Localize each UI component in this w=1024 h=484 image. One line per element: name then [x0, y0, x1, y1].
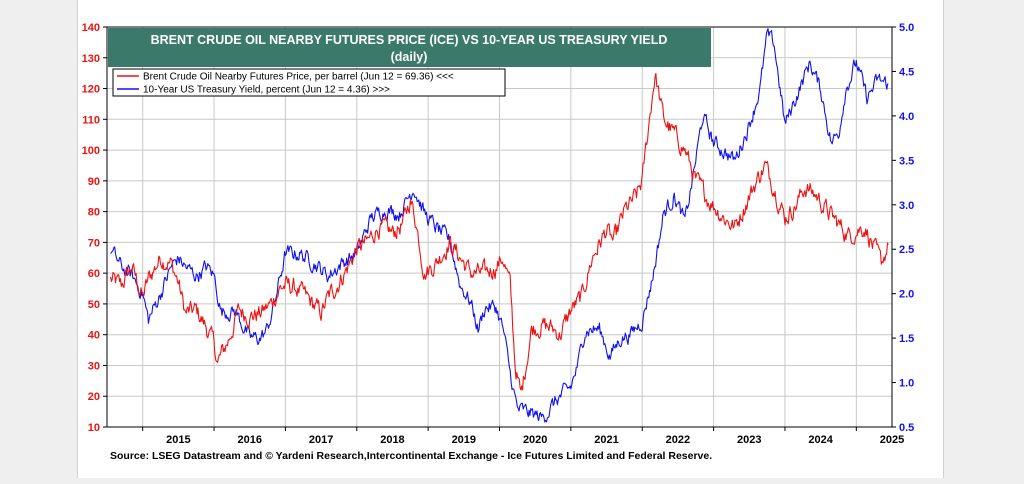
legend-label-yield: 10-Year US Treasury Yield, percent (Jun … — [143, 85, 390, 96]
right-tick-label: 2.0 — [899, 289, 914, 301]
left-tick-label: 20 — [88, 391, 100, 403]
x-tick-label: 2021 — [594, 434, 618, 446]
chart-title: BRENT CRUDE OIL NEARBY FUTURES PRICE (IC… — [151, 33, 668, 47]
x-tick-label: 2020 — [523, 434, 547, 446]
chart-subtitle: (daily) — [391, 50, 428, 64]
right-tick-label: 2.5 — [899, 244, 914, 256]
legend: Brent Crude Oil Nearby Futures Price, pe… — [112, 68, 506, 97]
right-tick-label: 4.0 — [899, 111, 914, 123]
x-tick-label: 2024 — [808, 434, 833, 446]
x-axis: 2015 2016 2017 2018 2019 2020 2021 2022 2023 2024… — [142, 427, 904, 446]
x-tick-label: 2025 — [880, 434, 904, 446]
left-tick-label: 80 — [88, 207, 100, 219]
x-tick-label: 2022 — [666, 434, 690, 446]
source-note: Source: LSEG Datastream and © Yardeni Re… — [110, 450, 713, 462]
treasury-yield-line — [110, 28, 889, 423]
right-axis: 0.5 1.0 1.5 2.0 2.5 3.0 3.5 4.0 4.5 5.0 — [892, 22, 914, 434]
left-tick-label: 50 — [88, 299, 100, 311]
oil-price-line — [110, 72, 889, 391]
left-tick-label: 100 — [82, 145, 100, 157]
left-tick-label: 70 — [88, 237, 100, 249]
right-tick-label: 4.5 — [899, 66, 914, 78]
x-tick-label: 2018 — [380, 434, 404, 446]
left-tick-label: 10 — [88, 422, 100, 434]
right-tick-label: 3.0 — [899, 200, 914, 212]
left-tick-label: 30 — [88, 360, 100, 372]
right-tick-label: 0.5 — [899, 422, 914, 434]
left-tick-label: 130 — [82, 53, 100, 65]
legend-label-oil: Brent Crude Oil Nearby Futures Price, pe… — [143, 72, 454, 83]
title-box: BRENT CRUDE OIL NEARBY FUTURES PRICE (IC… — [108, 28, 711, 67]
left-tick-label: 90 — [88, 176, 100, 188]
right-tick-label: 3.5 — [899, 155, 914, 167]
right-tick-label: 5.0 — [899, 22, 914, 34]
left-tick-label: 40 — [88, 330, 100, 342]
right-tick-label: 1.0 — [899, 378, 914, 390]
left-tick-label: 60 — [88, 268, 100, 280]
x-tick-label: 2023 — [737, 434, 761, 446]
oil-series — [110, 72, 889, 391]
left-tick-label: 120 — [82, 84, 100, 96]
left-tick-label: 110 — [82, 114, 100, 126]
x-tick-label: 2019 — [452, 434, 476, 446]
x-tick-label: 2016 — [237, 434, 261, 446]
x-tick-label: 2015 — [166, 434, 190, 446]
yield-series — [110, 28, 889, 423]
x-tick-label: 2017 — [309, 434, 333, 446]
right-tick-label: 1.5 — [899, 333, 914, 345]
left-axis: 10 20 30 40 50 60 70 80 90 100 110 120 130 140 — [82, 22, 107, 434]
left-tick-label: 140 — [82, 22, 100, 34]
